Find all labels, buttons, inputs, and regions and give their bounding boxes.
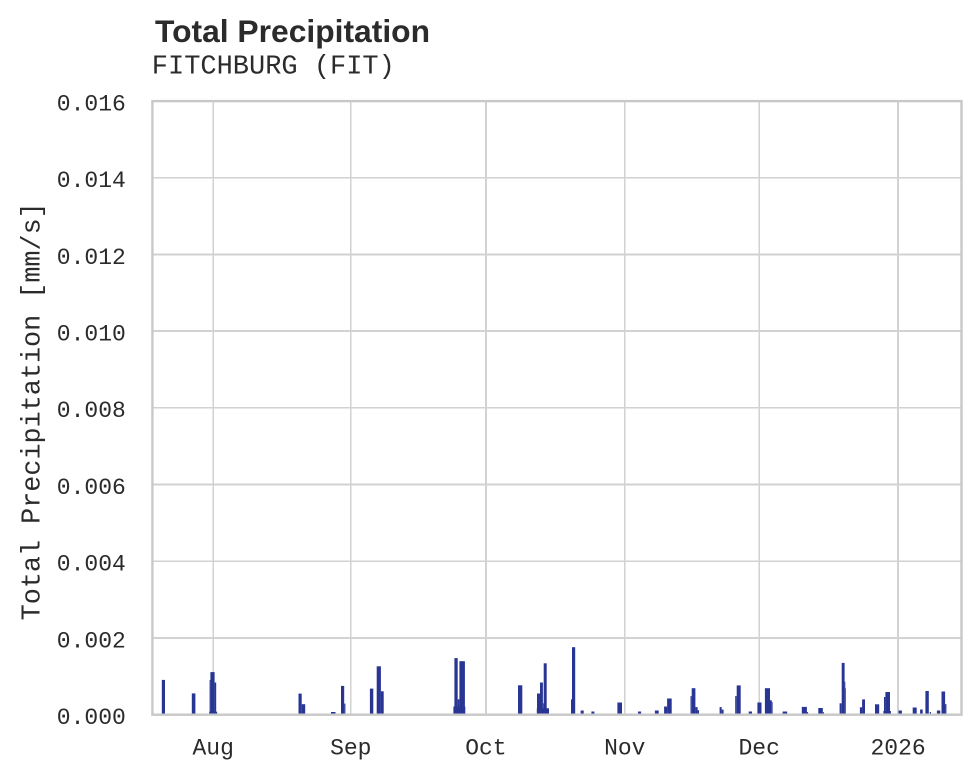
svg-text:0.008: 0.008 — [57, 398, 126, 424]
svg-text:0.006: 0.006 — [57, 475, 126, 501]
svg-text:0.014: 0.014 — [57, 168, 126, 194]
svg-text:0.002: 0.002 — [57, 628, 126, 654]
svg-text:0.016: 0.016 — [57, 91, 126, 117]
svg-text:Nov: Nov — [604, 736, 646, 762]
svg-text:0.000: 0.000 — [57, 705, 126, 731]
svg-text:Total Precipitation: Total Precipitation — [155, 13, 430, 49]
svg-text:0.010: 0.010 — [57, 322, 126, 348]
svg-text:0.012: 0.012 — [57, 245, 126, 271]
svg-text:Aug: Aug — [192, 736, 233, 762]
svg-text:2026: 2026 — [870, 736, 925, 762]
svg-text:Total Precipitation [mm/s]: Total Precipitation [mm/s] — [19, 202, 49, 620]
svg-text:0.004: 0.004 — [57, 552, 126, 578]
svg-text:Sep: Sep — [330, 736, 371, 762]
svg-text:Oct: Oct — [465, 736, 506, 762]
svg-text:FITCHBURG (FIT): FITCHBURG (FIT) — [152, 53, 395, 83]
svg-text:Dec: Dec — [738, 736, 779, 762]
